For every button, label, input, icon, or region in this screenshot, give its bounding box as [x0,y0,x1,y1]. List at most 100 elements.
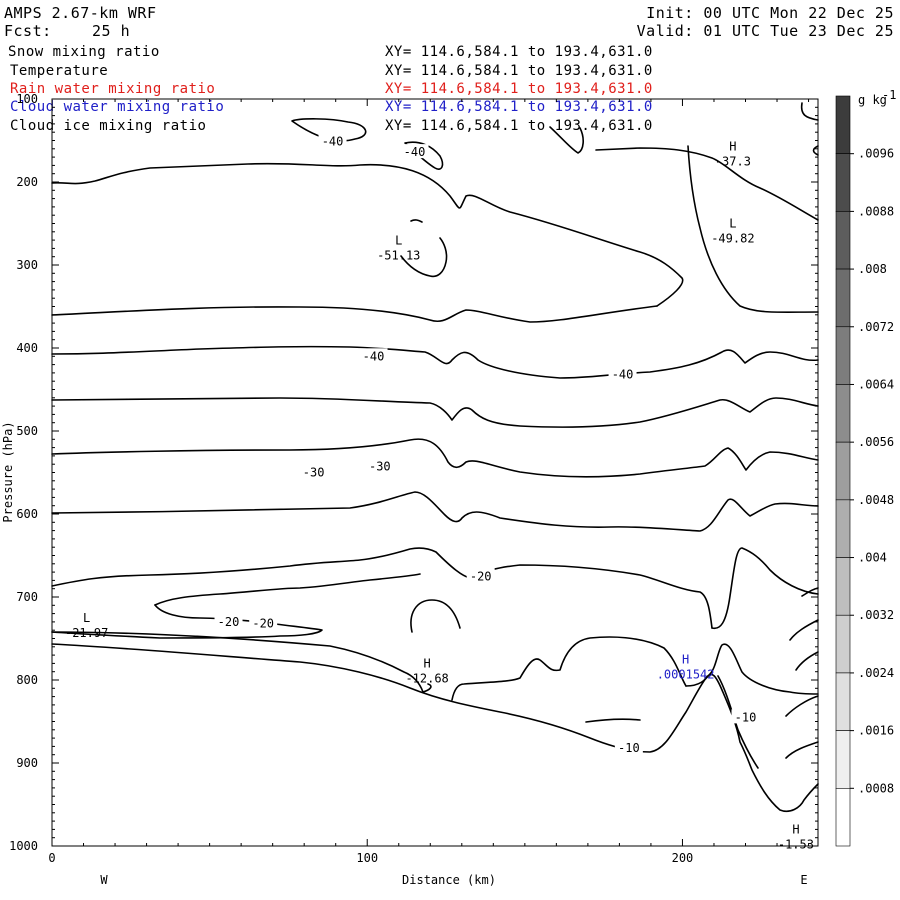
x-tick-label: 0 [48,851,55,865]
colorbar-tick-label: .0096 [858,147,894,161]
extremum-value: -51.13 [377,248,420,262]
field-name: Temperature [10,63,109,79]
colorbar-tick-label: .0064 [858,377,894,391]
y-tick-label: 300 [16,258,38,272]
extremum-type: H [729,139,736,153]
contour-label-halo [365,458,394,473]
extremum-value: -37.3 [715,154,751,168]
colorbar-swatch [835,268,851,328]
field-name: Cloud water mixing ratio [10,99,225,115]
contour-line [585,718,641,723]
plot-frame [51,98,819,847]
contour-line [422,683,432,693]
colorbar-swatch [835,730,851,789]
colorbar-swatch [835,211,851,270]
contour-line [789,619,819,641]
contour-labels: -40 -40 -40 -40 -30 -30 -20 -20 -20 -10 -10 [214,133,760,755]
contour-line [711,547,819,630]
colorbar-swatch [835,672,851,731]
contour-line [717,675,759,769]
field-xy: XY= 114.6,584.1 to 193.4,631.0 [385,44,653,60]
colorbar: .0096 .0088 .008 .0072 .0064 .0056 .0048 .004 .0… [835,88,896,847]
contour-label-halo [400,144,429,159]
temperature-contours [51,102,819,813]
colorbar-swatch [835,95,851,154]
west-label: W [100,873,108,887]
contour-label: -40 [363,349,385,363]
contour-line [595,147,819,221]
field-xy: XY= 114.6,584.1 to 193.4,631.0 [385,118,653,134]
contour-line [812,145,819,156]
extremum-value: .0001542 [657,667,715,681]
y-tick-label: 900 [16,756,38,770]
x-tick-label: 100 [356,851,378,865]
y-tick-label: 100 [16,92,38,106]
colorbar-swatch [835,614,851,674]
contour-label: -20 [252,617,274,631]
field-xy: XY= 114.6,584.1 to 193.4,631.0 [385,63,653,79]
y-tick-label: 700 [16,590,38,604]
y-tick-label: 600 [16,507,38,521]
init-time: Init: 00 UTC Mon 22 Dec 25 [646,4,894,22]
y-tick-label: 800 [16,673,38,687]
extremum-value: -49.82 [711,232,754,246]
contour-line [51,604,323,639]
colorbar-swatch [835,441,851,501]
colorbar-tick-label: .0024 [858,666,894,680]
contour-label-halo [359,348,388,363]
colorbar-tick-label: .0088 [858,204,894,218]
colorbar-tick-label: .0048 [858,493,894,507]
contour-line [410,219,423,223]
contour-label: -20 [470,569,492,583]
contour-label-halo [614,740,643,755]
contour-line [154,573,421,606]
colorbar-swatch [835,326,851,385]
colorbar-tick-label: .0008 [858,781,894,795]
field-name: Rain water mixing ratio [10,81,216,97]
contour-line [51,162,684,307]
field-name: Snow mixing ratio [8,44,160,60]
valid-time: Valid: 01 UTC Tue 23 Dec 25 [636,22,894,40]
contour-line [51,547,713,629]
contour-line [800,102,819,121]
colorbar-tick-label: .0032 [858,608,894,622]
contour-label: -10 [735,710,757,724]
colorbar-swatch [835,384,851,443]
contour-line [51,643,819,813]
east-label: E [800,873,807,887]
contour-label-halo [466,568,495,583]
y-axis-title: Pressure (hPa) [1,421,15,522]
extremum-type: H [792,823,799,837]
colorbar-swatch [835,788,851,847]
y-tick-label: 500 [16,424,38,438]
colorbar-tick-label: .0056 [858,435,894,449]
colorbar-unit: g kg [858,93,887,107]
colorbar-swatch [835,557,851,616]
contour-label-halo [318,133,347,148]
extremum-type: L [83,611,90,625]
contour-label: -30 [369,460,391,474]
contour-line [51,397,819,428]
model-title: AMPS 2.67-km WRF [4,4,157,22]
x-axis-title: Distance (km) [402,873,496,887]
field-xy: XY= 114.6,584.1 to 193.4,631.0 [385,99,653,115]
contour-line [410,599,461,633]
contour-line [687,145,819,314]
contour-label-halo [299,464,328,479]
contour-label-halo [249,615,278,630]
colorbar-tick-label: .004 [858,551,887,565]
axis-ticks: 100 200 300 400 500 600 700 800 900 1000 0 100 200 [9,92,818,865]
extremum-value: -21.97 [65,626,108,640]
contour-line [451,636,687,701]
colorbar-swatch [835,153,851,212]
contour-line [549,126,584,154]
extremum-value: -12.68 [405,672,448,686]
forecast-label: Fcst: [4,22,52,40]
y-tick-label: 400 [16,341,38,355]
contour-line [51,438,819,478]
forecast-hour: 25 h [92,22,131,40]
contour-line [51,305,658,323]
contour-line [51,631,424,693]
colorbar-swatch [835,499,851,558]
